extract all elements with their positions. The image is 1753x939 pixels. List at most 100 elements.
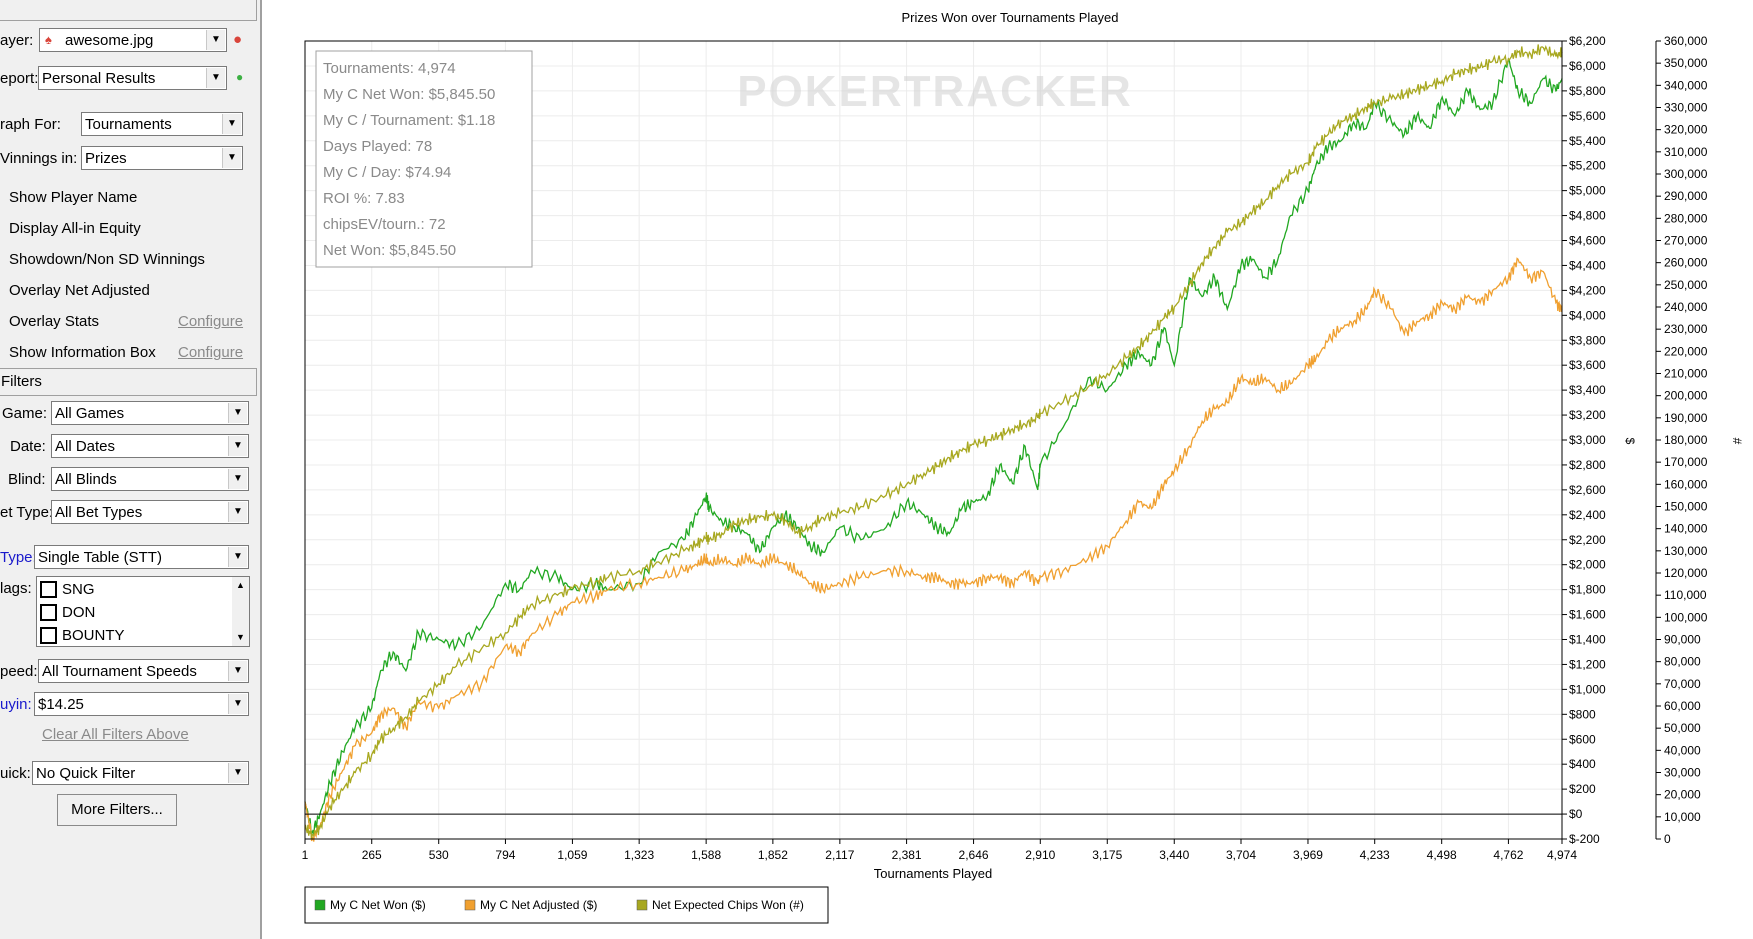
x-tick-label: 265 xyxy=(362,848,382,862)
chevron-down-icon[interactable]: ▼ xyxy=(228,502,247,522)
y2-tick-label: 100,000 xyxy=(1664,610,1708,624)
y2-tick-label: 80,000 xyxy=(1664,655,1701,669)
spade-icon: ♠ xyxy=(45,32,52,47)
y-tick-label: $3,000 xyxy=(1569,433,1606,447)
chart-title: Prizes Won over Tournaments Played xyxy=(901,10,1118,25)
y2-tick-label: 240,000 xyxy=(1664,300,1708,314)
option-label: Show Information Box xyxy=(9,344,156,361)
type-select[interactable]: Single Table (STT) ▼ xyxy=(34,545,249,569)
y-tick-label: $2,400 xyxy=(1569,508,1606,522)
graph-for-label: raph For: xyxy=(0,116,61,133)
y-tick-label: $2,600 xyxy=(1569,483,1606,497)
graph-for-select-value: Tournaments xyxy=(85,116,172,133)
legend-entry: Net Expected Chips Won (#) xyxy=(652,898,804,912)
blind-select[interactable]: All Blinds ▼ xyxy=(51,467,249,491)
winnings-select[interactable]: Prizes ▼ xyxy=(81,146,243,170)
quick-filter-select[interactable]: No Quick Filter ▼ xyxy=(32,761,249,785)
y-tick-label: $-200 xyxy=(1569,832,1600,846)
date-select[interactable]: All Dates ▼ xyxy=(51,434,249,458)
chevron-down-icon[interactable]: ▼ xyxy=(222,114,241,134)
bet-type-select[interactable]: All Bet Types ▼ xyxy=(51,500,249,524)
type-select-value: Single Table (STT) xyxy=(38,549,162,566)
chevron-down-icon[interactable]: ▼ xyxy=(228,547,247,567)
game-select-value: All Games xyxy=(55,405,125,422)
chevron-down-icon[interactable]: ▼ xyxy=(228,661,247,681)
y2-tick-label: 360,000 xyxy=(1664,34,1708,48)
chart-axes: 1 265 530 794 1,059 1,323 1,588 1,852 2,117 2,381… xyxy=(302,34,1708,862)
y2-tick-label: 150,000 xyxy=(1664,500,1708,514)
y2-tick-label: 70,000 xyxy=(1664,677,1701,691)
chevron-down-icon[interactable]: ▼ xyxy=(222,148,241,168)
y-tick-label: $2,200 xyxy=(1569,533,1606,547)
y2-tick-label: 30,000 xyxy=(1664,766,1701,780)
option-label: Showdown/Non SD Winnings xyxy=(9,251,205,268)
report-label: eport: xyxy=(0,70,39,87)
legend-swatch xyxy=(636,899,648,911)
x-tick-label: 2,646 xyxy=(959,848,989,862)
y2-tick-label: 280,000 xyxy=(1664,211,1708,225)
info-box-configure-link[interactable]: Configure xyxy=(178,344,244,361)
info-box-line: ROI %: 7.83 xyxy=(323,190,405,207)
info-box-line: My C Net Won: $5,845.50 xyxy=(323,86,495,103)
legend-swatch xyxy=(314,899,326,911)
y2-tick-label: 340,000 xyxy=(1664,78,1708,92)
more-filters-button[interactable]: More Filters... xyxy=(57,794,177,826)
info-box-line: Tournaments: 4,974 xyxy=(323,60,456,77)
information-box-frame xyxy=(315,50,533,268)
speed-label: peed: xyxy=(0,663,38,680)
info-box-line: chipsEV/tourn.: 72 xyxy=(323,216,446,233)
y-tick-label: $5,400 xyxy=(1569,134,1606,148)
checkbox[interactable] xyxy=(40,627,57,644)
flags-list[interactable]: SNG DON BOUNTY ▲ ▼ xyxy=(36,576,250,647)
game-select[interactable]: All Games ▼ xyxy=(51,401,249,425)
player-select[interactable]: ♠ awesome.jpg ▼ xyxy=(39,28,227,52)
y2-tick-label: 60,000 xyxy=(1664,699,1701,713)
y-tick-label: $1,800 xyxy=(1569,583,1606,597)
checkbox[interactable] xyxy=(40,604,57,621)
x-axis-label: Tournaments Played xyxy=(874,866,993,881)
chevron-down-icon[interactable]: ▼ xyxy=(206,30,225,50)
y2-tick-label: 160,000 xyxy=(1664,477,1708,491)
scroll-up-icon[interactable]: ▲ xyxy=(236,580,245,590)
chevron-down-icon[interactable]: ▼ xyxy=(228,469,247,489)
chart-grid xyxy=(304,40,1563,840)
chevron-down-icon[interactable]: ▼ xyxy=(228,763,247,783)
x-tick-label: 4,498 xyxy=(1427,848,1457,862)
y-tick-label: $200 xyxy=(1569,782,1596,796)
scroll-down-icon[interactable]: ▼ xyxy=(236,632,245,642)
overlay-stats-configure-link[interactable]: Configure xyxy=(178,313,244,330)
chevron-down-icon[interactable]: ▼ xyxy=(206,68,225,88)
date-label: Date: xyxy=(10,438,46,455)
game-label: Game: xyxy=(2,405,48,422)
speed-select[interactable]: All Tournament Speeds ▼ xyxy=(38,659,249,683)
blind-select-value: All Blinds xyxy=(55,471,117,488)
report-select-value: Personal Results xyxy=(42,70,156,87)
x-tick-label: 3,440 xyxy=(1159,848,1189,862)
status-ok-icon: ● xyxy=(236,70,244,84)
y2-tick-label: 250,000 xyxy=(1664,278,1708,292)
y2-tick-label: 350,000 xyxy=(1664,56,1708,70)
y-tick-label: $5,600 xyxy=(1569,109,1606,123)
y2-tick-label: 190,000 xyxy=(1664,411,1708,425)
user-icon[interactable]: ● xyxy=(233,31,243,48)
y-tick-label: $800 xyxy=(1569,707,1596,721)
chevron-down-icon[interactable]: ▼ xyxy=(228,694,247,714)
flags-label: lags: xyxy=(0,580,32,597)
graph-for-select[interactable]: Tournaments ▼ xyxy=(81,112,243,136)
y-axis-label: $ xyxy=(1623,438,1637,445)
chevron-down-icon[interactable]: ▼ xyxy=(228,403,247,423)
x-tick-label: 1,852 xyxy=(758,848,788,862)
y-tick-label: $4,400 xyxy=(1569,258,1606,272)
date-select-value: All Dates xyxy=(55,438,116,455)
quick-label: uick: xyxy=(0,765,31,782)
report-select[interactable]: Personal Results ▼ xyxy=(38,66,227,90)
clear-filters-link[interactable]: Clear All Filters Above xyxy=(42,726,189,743)
y2-tick-label: 170,000 xyxy=(1664,455,1708,469)
buyin-select[interactable]: $14.25 ▼ xyxy=(34,692,249,716)
flags-scrollbar[interactable]: ▲ ▼ xyxy=(232,577,249,646)
checkbox[interactable] xyxy=(40,581,57,598)
chevron-down-icon[interactable]: ▼ xyxy=(228,436,247,456)
y-tick-label: $3,800 xyxy=(1569,333,1606,347)
option-label: Display All-in Equity xyxy=(9,220,141,237)
y-tick-label: $1,000 xyxy=(1569,682,1606,696)
